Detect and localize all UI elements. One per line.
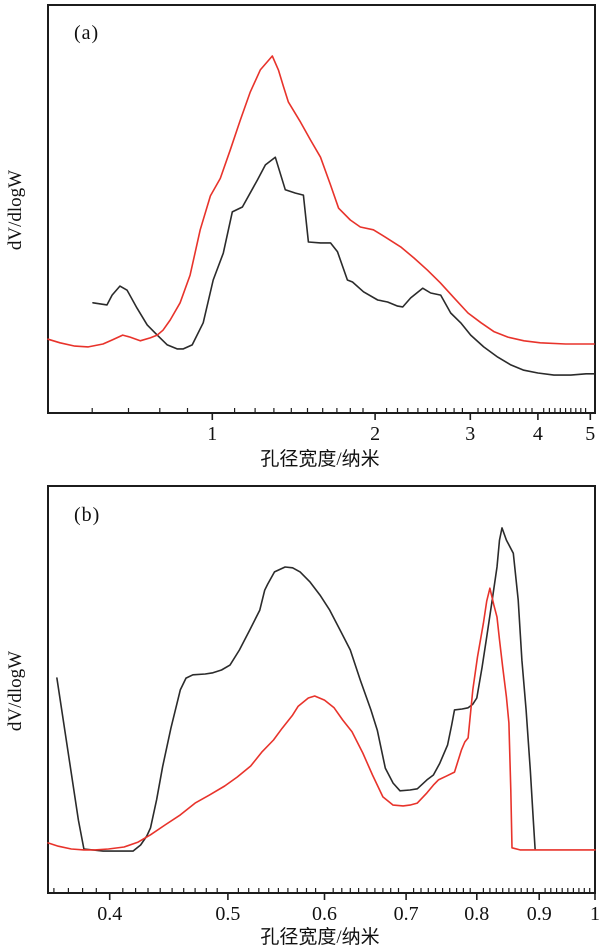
panel-b-frame xyxy=(47,485,596,894)
x-axis-tick-label: 0.5 xyxy=(215,903,240,925)
x-axis-tick-label: 0.7 xyxy=(394,903,419,925)
x-axis-tick-label: 2 xyxy=(370,423,380,445)
panel-b-tag: (b) xyxy=(74,504,101,526)
panel-b-y-axis-label: dV/dlogW xyxy=(5,650,26,732)
x-axis-tick-label: 1 xyxy=(207,423,217,445)
panel-b-x-axis-label: 孔径宽度/纳米 xyxy=(260,927,380,948)
panel-a-tag: (a) xyxy=(74,22,100,44)
x-axis-tick-label: 1 xyxy=(590,903,600,925)
x-axis-tick-label: 4 xyxy=(533,423,543,445)
x-axis-tick-label: 5 xyxy=(585,423,595,445)
x-axis-tick-label: 0.8 xyxy=(464,903,489,925)
panel-b-red-curve xyxy=(47,587,596,851)
x-axis-tick-label: 0.4 xyxy=(97,903,122,925)
panel-a-black-curve xyxy=(92,156,595,376)
x-axis-tick-label: 3 xyxy=(465,423,475,445)
x-axis-tick-label: 0.9 xyxy=(527,903,552,925)
panel-a-y-axis-label: dV/dlogW xyxy=(5,169,26,251)
x-axis-tick-label: 0.6 xyxy=(312,903,337,925)
panel-a-x-axis-label: 孔径宽度/纳米 xyxy=(260,449,380,470)
panel-b-black-curve xyxy=(56,527,536,852)
panel-a-frame xyxy=(47,4,596,414)
panel-a-red-curve xyxy=(47,55,595,348)
